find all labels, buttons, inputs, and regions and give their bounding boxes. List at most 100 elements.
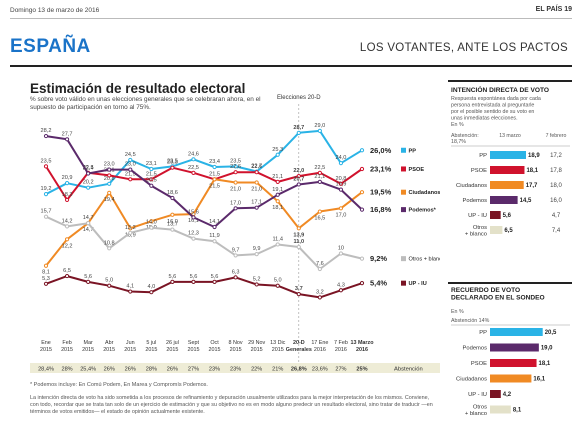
data-label-otros-blanco: 11,4 — [272, 236, 282, 242]
data-point-psoe — [275, 179, 280, 184]
data-label-psoe: 20,8 — [335, 176, 346, 182]
data-point-podemos — [107, 167, 112, 172]
section-title: ESPAÑA — [10, 36, 91, 57]
data-point-up-iu — [338, 288, 344, 293]
panel2-bar-label: Ciudadanos — [456, 377, 487, 383]
data-label-up-iu: 3,2 — [316, 289, 324, 295]
data-point-psoe — [359, 166, 365, 172]
legend-swatch-otros-blanco — [401, 256, 406, 262]
data-point-ciudadanos — [233, 180, 238, 185]
panel2-unit: En % — [451, 309, 464, 315]
panel1-bar — [490, 181, 524, 189]
series-line-psoe — [45, 165, 363, 201]
data-label-otros-blanco: 12,3 — [188, 231, 199, 237]
data-label-otros-blanco: 11,9 — [209, 233, 219, 239]
data-label-ciudadanos: 18,1 — [272, 205, 283, 211]
panel2-bar-value: 20,5 — [545, 330, 557, 336]
data-point-podemos — [64, 137, 70, 142]
panel2-title: DECLARADO EN EL SONDEO — [451, 295, 545, 302]
data-label-up-iu: 5,6 — [190, 274, 198, 280]
data-point-otros-blanco — [233, 253, 238, 258]
data-point-otros-blanco — [338, 251, 344, 256]
abstention-label: Abstención — [394, 367, 423, 373]
category-tick-label: 20-D — [293, 340, 305, 346]
legend-swatch-ciudadanos — [401, 189, 406, 195]
end-value-otros-blanco: 9,2% — [370, 254, 387, 263]
data-label-pp: 23,1 — [146, 161, 157, 167]
data-point-pp — [43, 192, 49, 197]
data-label-psoe: 22,6 — [251, 164, 262, 170]
data-label-psoe: 23,3 — [167, 160, 178, 166]
panel2-bar-value: 8,1 — [513, 408, 522, 414]
data-label-podemos: 15,6 — [188, 209, 199, 215]
end-value-podemos: 16,8% — [370, 205, 392, 214]
category-tick-label: Mar — [83, 340, 92, 346]
panel1-bar-label: PSOE — [471, 168, 487, 174]
data-point-up-iu — [149, 290, 154, 295]
category-tick-label: 2015 — [82, 347, 94, 353]
panel1-bar-value: 6,5 — [504, 228, 513, 234]
category-tick-label: 7 Feb — [334, 340, 348, 346]
legend-swatch-psoe — [401, 166, 406, 172]
series-line-podemos — [45, 135, 363, 228]
data-point-otros-blanco — [64, 224, 70, 229]
abstention-value: 26% — [125, 367, 136, 373]
panel1-bar-value: 5,6 — [503, 213, 512, 219]
legend-label-podemos: Podemos* — [409, 208, 437, 214]
data-point-psoe — [170, 165, 175, 170]
data-label-pp: 24,5 — [125, 152, 136, 158]
end-value-ciudadanos: 19,5% — [370, 188, 392, 197]
abstention-value: 26,8% — [291, 367, 307, 373]
data-label-otros-blanco: 14,7 — [83, 215, 94, 221]
newspaper-page: EL PAÍS 19 — [536, 6, 572, 13]
data-point-up-iu — [212, 279, 217, 284]
data-point-otros-blanco — [107, 246, 112, 251]
data-point-podemos — [212, 224, 217, 230]
data-point-ciudadanos — [107, 190, 112, 195]
data-point-pp — [233, 164, 238, 169]
category-tick-label: 17 Ene — [311, 340, 328, 346]
data-point-ciudadanos — [254, 180, 259, 185]
panel1-bar-label: PP — [479, 153, 487, 159]
data-point-psoe — [64, 197, 70, 203]
series-line-pp — [45, 129, 363, 195]
category-tick-label: 2015 — [124, 347, 136, 353]
data-point-podemos — [191, 215, 196, 220]
data-label-psoe: 21,5 — [125, 171, 136, 177]
panel2-title: RECUERDO DE VOTO — [451, 287, 520, 294]
abstention-value: 27% — [188, 367, 199, 373]
category-tick-label: 2016 — [335, 347, 347, 353]
header-rule — [10, 65, 572, 67]
panel1-previous-value: 17,8 — [550, 168, 562, 174]
end-value-up-iu: 5,4% — [370, 279, 387, 288]
panel1-bar-label: Ciudadanos — [456, 183, 487, 189]
category-tick-label: 2015 — [145, 347, 157, 353]
data-label-otros-blanco: 13,7 — [167, 222, 178, 228]
data-point-psoe — [43, 164, 49, 169]
panel1-rule — [448, 80, 572, 82]
method-footnote: La intención directa de voto ha sido som… — [30, 395, 433, 415]
data-point-podemos — [317, 179, 322, 184]
side-bar-charts: INTENCIÓN DIRECTA DE VOTO Respuesta espon… — [448, 80, 572, 417]
data-label-up-iu: 6,3 — [232, 269, 240, 275]
panel1-bar — [490, 211, 501, 219]
data-point-otros-blanco — [149, 225, 154, 230]
panel1-col-header-current: 13 marzo — [499, 133, 521, 139]
end-value-pp: 26,0% — [370, 146, 392, 155]
category-tick-label: 2016 — [314, 347, 326, 353]
panel1-bar-label: + blanco — [465, 231, 487, 237]
panel1-title: INTENCIÓN DIRECTA DE VOTO — [451, 85, 549, 94]
data-label-ciudadanos: 17,0 — [335, 212, 346, 218]
data-label-pp: 23,4 — [209, 159, 220, 165]
data-label-up-iu: 4,1 — [126, 284, 134, 290]
panel1-subtitle: unas inmediatas elecciones. — [451, 116, 518, 122]
data-label-ciudadanos: 16,1 — [188, 218, 199, 224]
data-label-podemos: 17,0 — [230, 200, 241, 206]
panel1-bar-label: Podemos — [463, 198, 488, 204]
panel1-bar-value: 18,9 — [528, 153, 540, 159]
data-point-pp — [338, 161, 344, 166]
category-tick-label: 2015 — [103, 347, 115, 353]
data-point-up-iu — [43, 281, 49, 286]
data-point-up-iu — [86, 279, 91, 284]
data-point-ciudadanos — [64, 237, 70, 242]
